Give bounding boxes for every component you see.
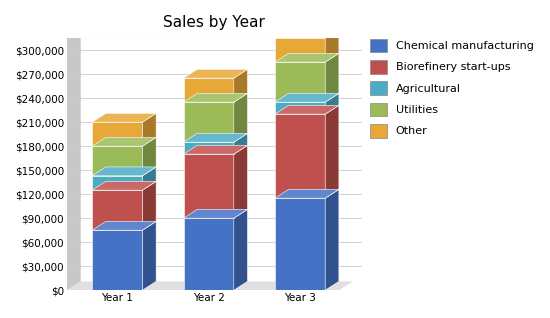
Polygon shape <box>67 29 81 290</box>
Polygon shape <box>67 29 357 38</box>
Polygon shape <box>92 137 156 146</box>
Polygon shape <box>142 137 156 176</box>
Polygon shape <box>275 189 339 198</box>
Polygon shape <box>325 53 339 102</box>
Polygon shape <box>184 69 248 78</box>
Polygon shape <box>325 105 339 198</box>
Polygon shape <box>92 113 156 122</box>
Polygon shape <box>184 145 248 154</box>
Polygon shape <box>142 181 156 230</box>
Polygon shape <box>92 230 142 290</box>
Polygon shape <box>184 218 234 290</box>
Polygon shape <box>92 176 142 190</box>
Polygon shape <box>234 69 248 102</box>
Polygon shape <box>234 209 248 290</box>
Polygon shape <box>67 281 353 290</box>
Polygon shape <box>275 38 325 62</box>
Polygon shape <box>275 62 325 102</box>
Polygon shape <box>92 122 142 146</box>
Polygon shape <box>184 209 248 218</box>
Polygon shape <box>234 93 248 142</box>
Polygon shape <box>275 114 325 198</box>
Polygon shape <box>184 93 248 102</box>
Polygon shape <box>142 167 156 190</box>
Polygon shape <box>142 221 156 290</box>
Polygon shape <box>92 221 156 230</box>
Polygon shape <box>92 190 142 230</box>
Polygon shape <box>184 154 234 218</box>
Polygon shape <box>275 105 339 114</box>
Polygon shape <box>142 113 156 146</box>
Polygon shape <box>184 133 248 142</box>
Polygon shape <box>234 133 248 154</box>
Polygon shape <box>275 29 339 38</box>
Polygon shape <box>325 29 339 62</box>
Polygon shape <box>325 93 339 114</box>
Polygon shape <box>325 189 339 290</box>
Polygon shape <box>275 198 325 290</box>
Polygon shape <box>275 102 325 114</box>
Polygon shape <box>184 78 234 102</box>
Polygon shape <box>234 145 248 218</box>
Polygon shape <box>275 93 339 102</box>
Polygon shape <box>92 181 156 190</box>
Polygon shape <box>92 167 156 176</box>
Polygon shape <box>184 102 234 142</box>
Polygon shape <box>184 142 234 154</box>
Title: Sales by Year: Sales by Year <box>163 15 265 30</box>
Polygon shape <box>275 53 339 62</box>
Polygon shape <box>92 146 142 176</box>
Legend: Chemical manufacturing, Biorefinery start-ups, Agricultural, Utilities, Other: Chemical manufacturing, Biorefinery star… <box>370 38 534 137</box>
